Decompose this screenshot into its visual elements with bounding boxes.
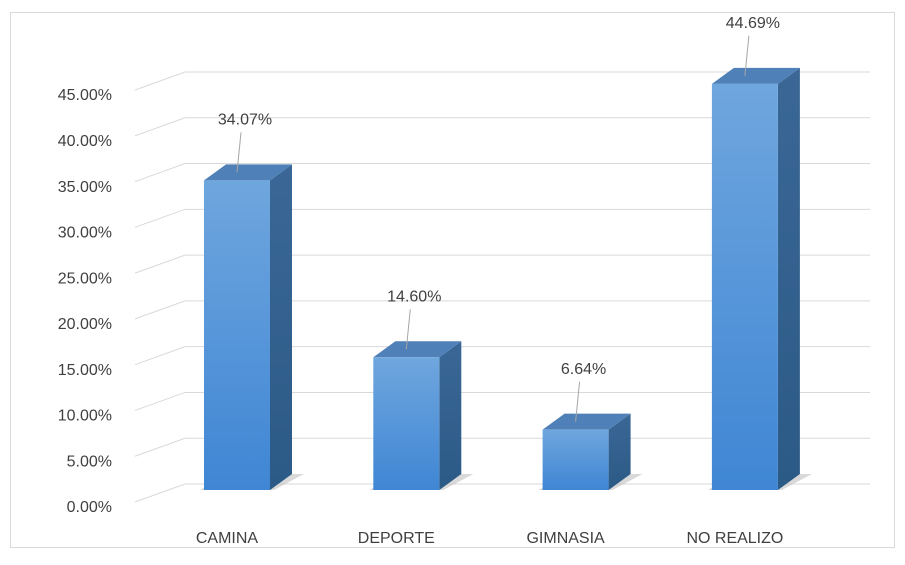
bar-side [270,164,292,490]
bar-top [711,67,800,84]
grid: 0.00% 5.00% 10.00% 15.00% 20.00% 25.00% 30.00%… [58,71,870,516]
x-tick-label: GIMNASIA [526,530,605,547]
bar-top [542,413,631,430]
grid-line [134,117,870,137]
grid-line [134,254,870,274]
bars: 34.07% CAMINA 14.60% DEPORTE 6.64% GIMNASIA 44… [196,15,812,547]
bar-side [439,341,462,490]
y-tick-label: 30.00% [58,225,112,242]
bar [711,83,778,490]
y-tick-label: 35.00% [58,179,112,196]
x-tick-label: DEPORTE [358,530,435,547]
grid-line [134,163,870,183]
y-tick-label: 15.00% [58,362,112,379]
leader-line [744,35,750,76]
grid-line [134,71,870,91]
y-tick-label: 20.00% [58,316,112,333]
leader-line [575,381,581,422]
bar-side [608,413,631,490]
y-tick-label: 45.00% [58,87,112,104]
leader-line [405,309,411,350]
grid-line [134,437,870,457]
y-tick-label: 40.00% [58,133,112,150]
grid-line [134,483,870,503]
data-label: 34.07% [218,112,272,129]
y-tick-label: 0.00% [67,499,112,516]
grid-line [134,346,870,366]
bar-top [204,164,292,181]
grid-line [134,300,870,320]
y-tick-label: 25.00% [58,270,112,287]
data-label: 14.60% [387,289,441,306]
grid-line [134,391,870,411]
grid-line [134,208,870,228]
x-tick-label: CAMINA [196,530,259,547]
x-tick-label: NO REALIZO [686,530,783,547]
data-label: 44.69% [726,15,780,32]
bar [373,357,440,490]
y-tick-label: 5.00% [67,453,112,470]
leader-line [236,132,242,173]
bar-side [777,67,800,490]
bar-top [373,341,462,358]
bar [204,180,270,490]
data-label: 6.64% [561,361,606,378]
y-tick-label: 10.00% [58,408,112,425]
bar [542,429,609,490]
